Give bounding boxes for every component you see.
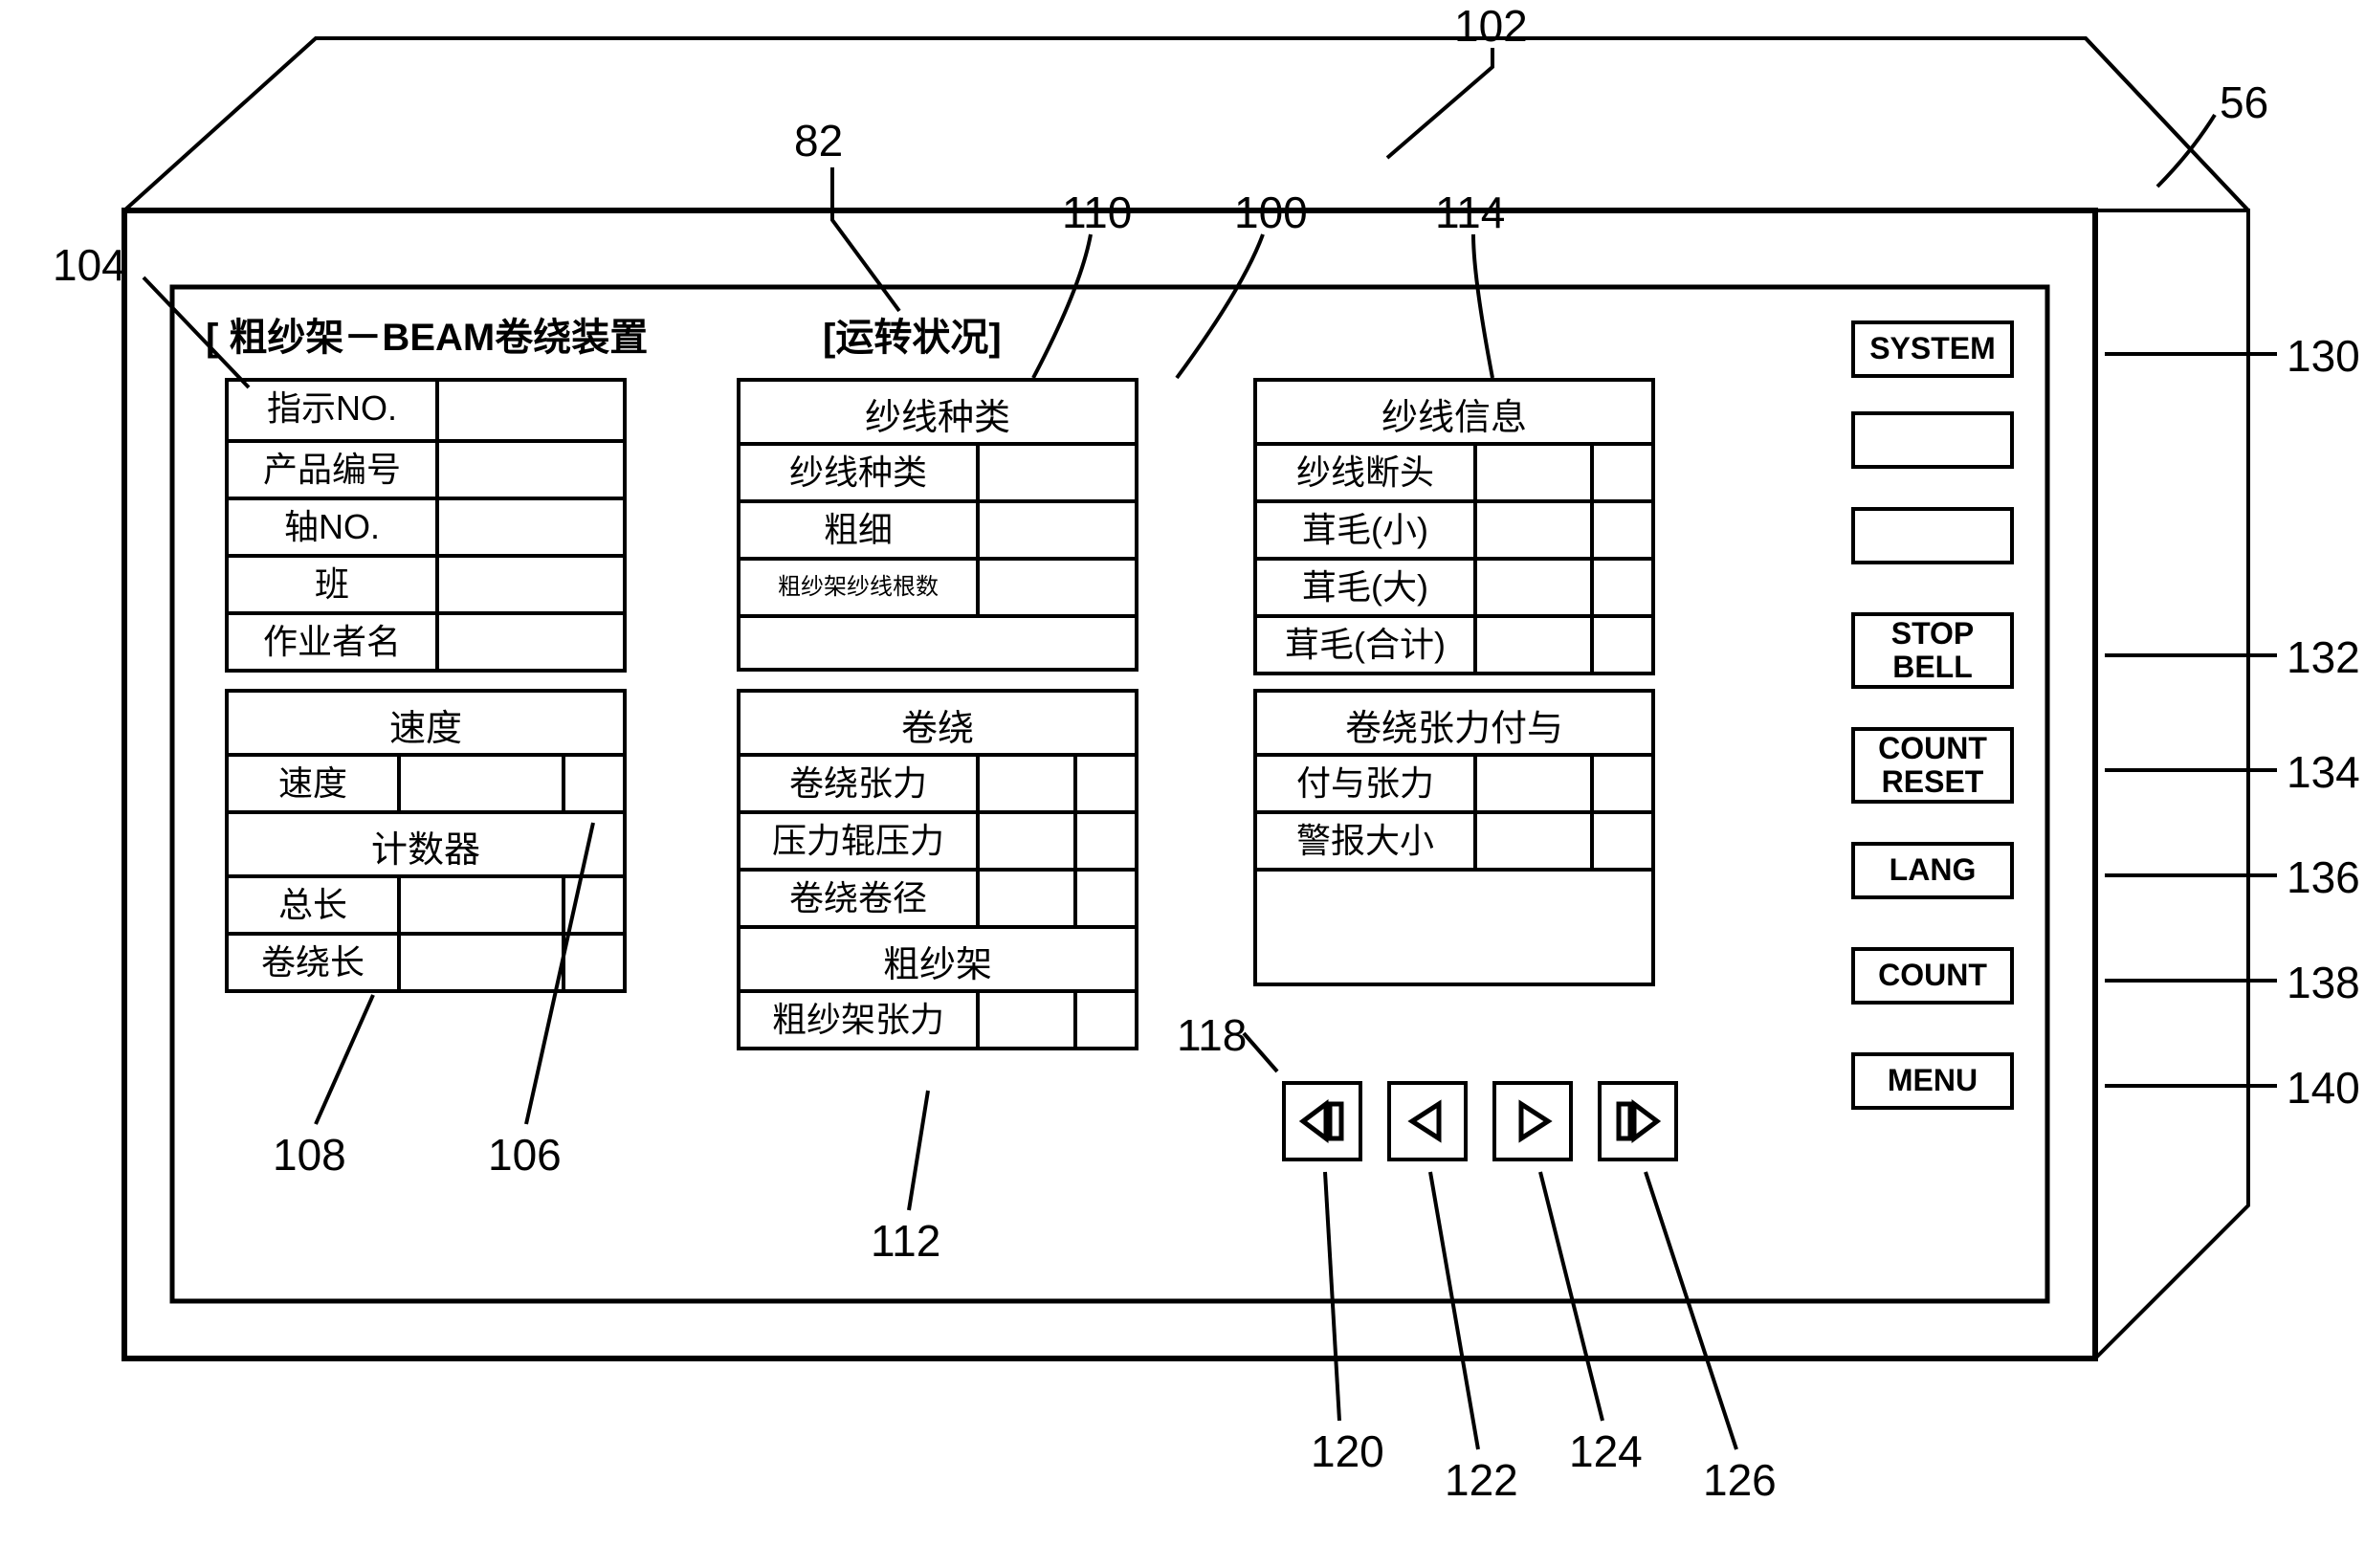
diagram-canvas: [ 粗纱架－BEAM卷绕装置 [运转状况] 指示NO. 产品编号 轴NO. 班 … xyxy=(0,0,2365,1568)
leader-lines xyxy=(0,0,2365,1568)
